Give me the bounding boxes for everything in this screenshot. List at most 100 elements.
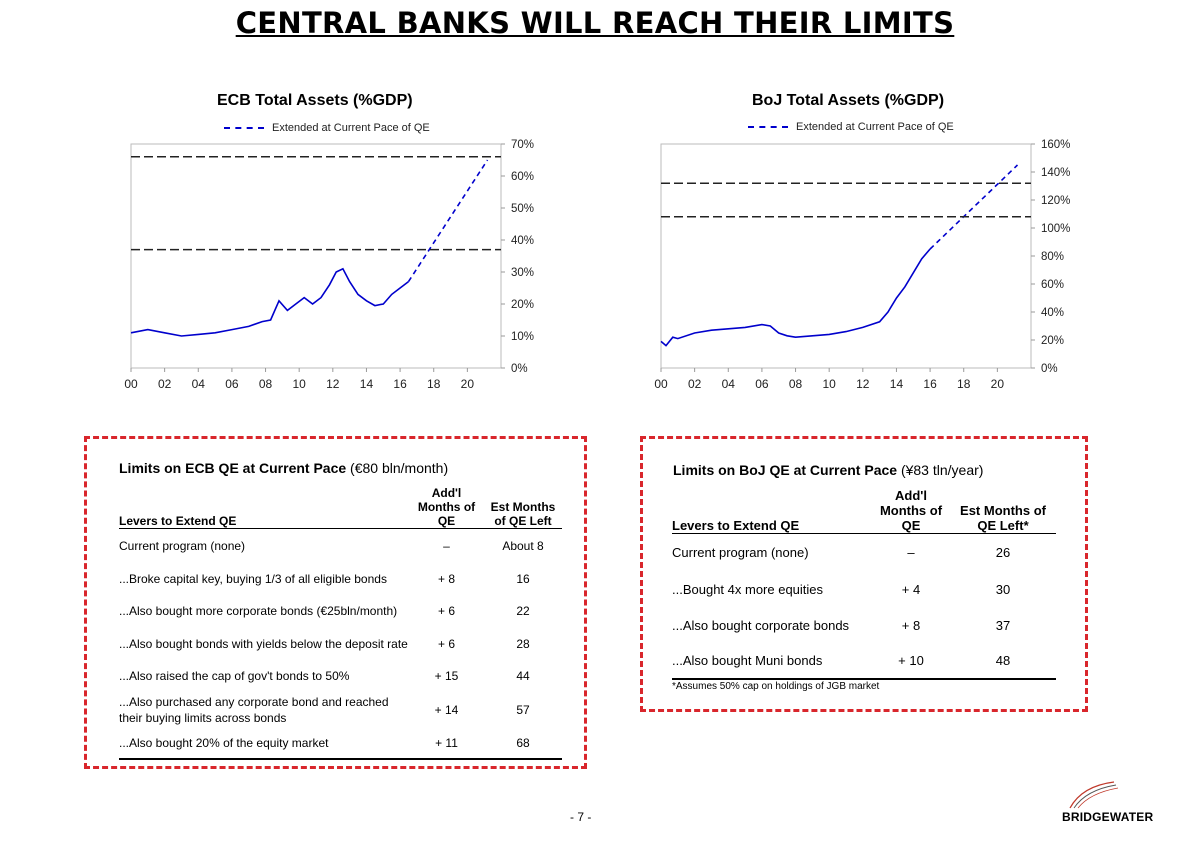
plot-frame — [660, 143, 1032, 369]
y-tick-label: 10% — [511, 331, 534, 343]
y-tick-label: 60% — [511, 171, 534, 183]
col-header-est-months: Est Months of QE Left — [484, 486, 562, 529]
y-tick-label: 70% — [511, 139, 534, 151]
y-tick-label: 20% — [511, 299, 534, 311]
cell-addl-months: + 8 — [437, 571, 455, 586]
boj-table-title: Limits on BoJ QE at Current Pace (¥83 tl… — [673, 462, 983, 478]
col-header-levers: Levers to Extend QE — [119, 486, 409, 529]
total-assets-line — [130, 267, 409, 337]
boj-footnote: *Assumes 50% cap on holdings of JGB mark… — [672, 681, 880, 692]
cell-addl-months: + 6 — [437, 604, 455, 618]
boj-table-title-bold: Limits on BoJ QE at Current Pace — [673, 462, 898, 478]
boj-chart-plot: 0% 20% 40% 60% 80% 100% 120% 140% 160% 00 02 04 06 08… — [654, 139, 1070, 391]
x-tick-label: 06 — [225, 377, 239, 391]
cell-addl-months: + 11 — [409, 728, 484, 760]
col-header-est-months: Est Months of QE Left* — [950, 488, 1056, 534]
x-tick-label: 14 — [360, 377, 374, 391]
legend-label: Extended at Current Pace of QE — [796, 121, 954, 133]
ecb-chart-legend: Extended at Current Pace of QE — [224, 122, 430, 134]
y-tick-label: 120% — [1041, 195, 1070, 207]
logo-text: BRIDGEWATER — [1062, 810, 1154, 824]
col-header-addl-months: Add'l Months of QE — [872, 488, 950, 534]
ecb-limits-box — [84, 436, 587, 769]
cell-addl-months: + 6 — [437, 636, 455, 651]
boj-chart-legend: Extended at Current Pace of QE — [748, 121, 954, 133]
y-tick-label: 160% — [1041, 139, 1070, 151]
boj-limits-table: Levers to Extend QE Add'l Months of QE E… — [672, 488, 1056, 680]
cell-addl-months: – — [443, 538, 450, 553]
cell-est-months: 26 — [995, 544, 1011, 560]
extended-qe-projection-line — [407, 159, 489, 283]
x-tick-label: 10 — [293, 377, 307, 391]
x-tick-label: 18 — [957, 377, 971, 391]
cell-lever: ...Broke capital key, buying 1/3 of all … — [119, 571, 387, 586]
y-tick-label: 40% — [1041, 307, 1064, 319]
cell-est-months: 57 — [516, 703, 530, 717]
y-tick-label: 30% — [511, 267, 534, 279]
x-tick-label: 12 — [856, 377, 870, 391]
x-tick-label: 04 — [722, 377, 736, 391]
x-tick-label: 20 — [991, 377, 1005, 391]
y-tick-label: 80% — [1041, 251, 1064, 263]
page-number: - 7 - — [570, 810, 592, 824]
ecb-chart-plot: 0% 10% 20% 30% 40% 50% 60% 70% 00 02 04 06 08 10 12 14 1… — [124, 139, 534, 391]
cell-lever: ...Also bought 20% of the equity market — [119, 728, 409, 760]
cell-est-months: 37 — [995, 617, 1011, 633]
col-header-addl-months: Add'l Months of QE — [409, 486, 484, 529]
y-tick-label: 100% — [1041, 223, 1070, 235]
x-tick-label: 08 — [259, 377, 273, 391]
legend-dash-icon — [224, 127, 264, 129]
table-row: Current program (none) – 26 — [672, 534, 1056, 572]
page-title: CENTRAL BANKS WILL REACH THEIR LIMITS — [235, 6, 955, 40]
cell-lever: ...Also raised the cap of gov't bonds to… — [119, 668, 350, 683]
cell-addl-months: + 10 — [872, 643, 950, 680]
plot-frame — [130, 143, 502, 369]
cell-lever: Current program (none) — [672, 544, 809, 560]
table-row: ...Bought 4x more equities + 4 30 — [672, 572, 1056, 608]
cell-lever: ...Also bought Muni bonds — [672, 643, 872, 680]
cell-est-months: 44 — [516, 668, 530, 683]
ecb-chart-title: ECB Total Assets (%GDP) — [217, 92, 413, 109]
cell-addl-months: + 15 — [434, 668, 459, 683]
table-row: ...Broke capital key, buying 1/3 of all … — [119, 563, 562, 595]
y-tick-label: 60% — [1041, 279, 1064, 291]
cell-lever: ...Also bought more corporate bonds (€25… — [119, 604, 398, 618]
cell-lever: ...Also bought corporate bonds — [672, 617, 850, 633]
ecb-table-title-rest: (€80 bln/month) — [346, 460, 449, 476]
cell-addl-months: + 8 — [901, 617, 921, 633]
table-row: ...Also purchased any corporate bond and… — [119, 692, 562, 729]
x-tick-label: 00 — [124, 377, 138, 391]
y-tick-label: 40% — [511, 235, 534, 247]
extended-qe-projection-line — [929, 164, 1019, 250]
x-tick-label: 20 — [461, 377, 475, 391]
cell-est-months: 30 — [995, 581, 1011, 597]
table-row: ...Also bought 20% of the equity market +… — [119, 728, 562, 760]
table-row: Current program (none) – About 8 — [119, 529, 562, 563]
table-row: ...Also bought more corporate bonds (€25… — [119, 595, 562, 628]
bridgewater-logo: BRIDGEWATER — [1062, 780, 1162, 824]
x-tick-label: 06 — [755, 377, 769, 391]
cell-est-months: 22 — [516, 604, 530, 618]
cell-lever: ...Also purchased any corporate bond and… — [119, 695, 389, 725]
logo-swoosh-icon — [1069, 781, 1119, 809]
cell-lever: ...Also bought bonds with yields below t… — [119, 636, 408, 651]
x-tick-label: 02 — [688, 377, 702, 391]
x-tick-label: 04 — [192, 377, 206, 391]
total-assets-line — [660, 248, 931, 347]
y-tick-label: 140% — [1041, 167, 1070, 179]
x-tick-label: 10 — [823, 377, 837, 391]
x-tick-label: 16 — [923, 377, 937, 391]
boj-limits-box — [640, 436, 1088, 712]
ecb-table-title: Limits on ECB QE at Current Pace (€80 bl… — [119, 460, 448, 476]
cell-addl-months: – — [907, 544, 915, 560]
ecb-table-title-bold: Limits on ECB QE at Current Pace — [119, 460, 347, 476]
table-row: ...Also bought bonds with yields below t… — [119, 628, 562, 660]
y-tick-label: 0% — [1041, 363, 1058, 375]
cell-lever: ...Bought 4x more equities — [672, 581, 824, 597]
x-tick-label: 12 — [326, 377, 340, 391]
x-tick-label: 18 — [427, 377, 441, 391]
cell-est-months: 28 — [516, 636, 530, 651]
legend-dash-icon — [748, 126, 788, 128]
cell-est-months: 68 — [484, 728, 562, 760]
boj-chart-title: BoJ Total Assets (%GDP) — [752, 92, 945, 109]
